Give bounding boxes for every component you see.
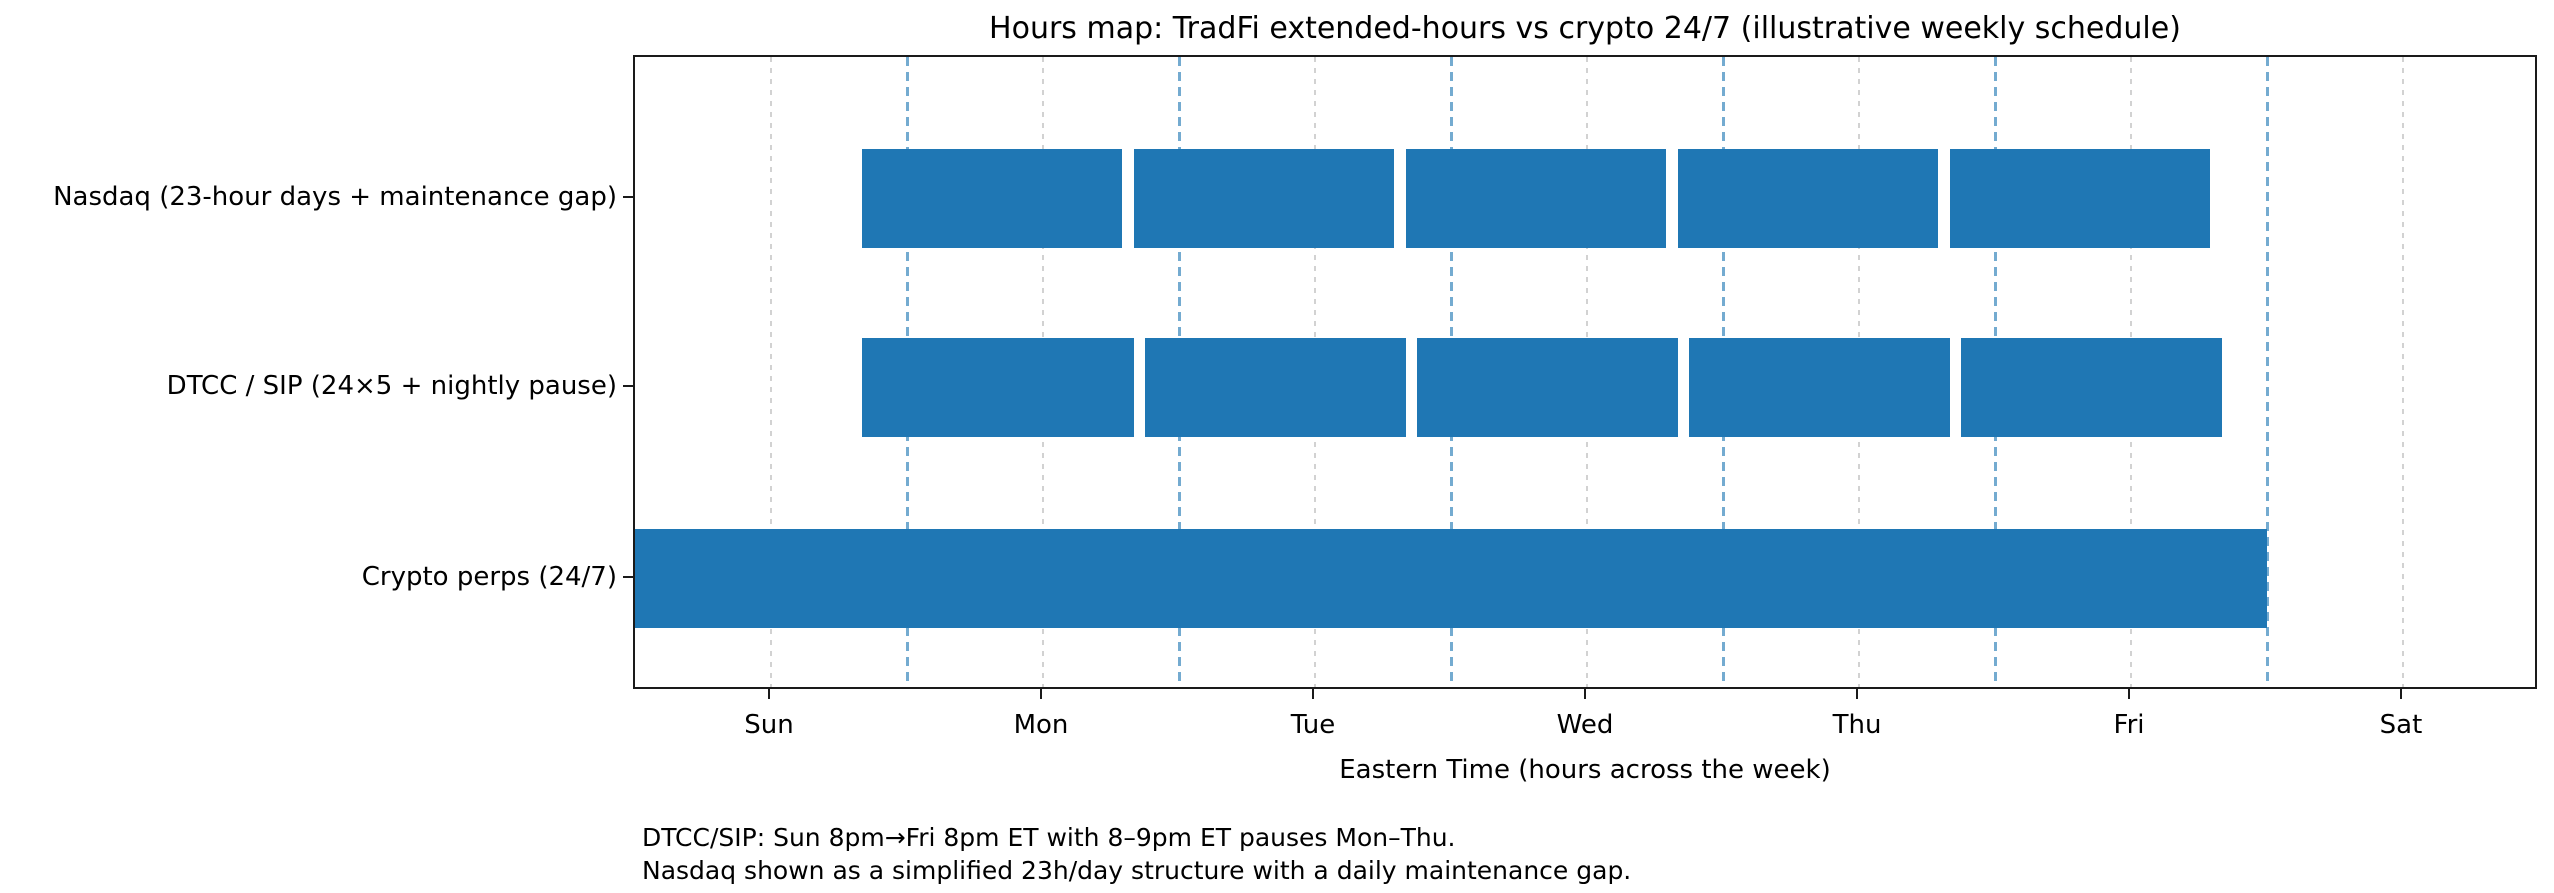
x-tick xyxy=(1856,689,1858,699)
chart-title: Hours map: TradFi extended-hours vs cryp… xyxy=(989,11,2181,46)
footnote-line: DTCC/SIP: Sun 8pm→Fri 8pm ET with 8–9pm … xyxy=(642,823,1456,852)
y-tick-label: Crypto perps (24/7) xyxy=(361,561,617,592)
plot-area xyxy=(633,55,2537,689)
bar-segment xyxy=(1949,149,2211,248)
x-tick xyxy=(1040,689,1042,699)
gridline-noon xyxy=(2402,57,2404,687)
bar-segment xyxy=(1417,338,1678,437)
x-tick-label: Wed xyxy=(1556,710,1614,740)
bar-segment xyxy=(861,338,1134,437)
y-tick-label: Nasdaq (23-hour days + maintenance gap) xyxy=(53,181,617,212)
x-tick xyxy=(1312,689,1314,699)
y-tick-label: DTCC / SIP (24×5 + nightly pause) xyxy=(166,370,617,401)
midnight-boundary-line xyxy=(2265,57,2269,687)
y-tick xyxy=(623,384,633,387)
gridline-noon xyxy=(770,57,772,687)
x-tick-label: Sat xyxy=(2379,710,2423,740)
footnote-line: Nasdaq shown as a simplified 23h/day str… xyxy=(642,856,1632,885)
x-tick-label: Fri xyxy=(2113,710,2145,740)
bar-segment xyxy=(1405,149,1667,248)
bar-segment xyxy=(1961,338,2222,437)
x-tick-label: Thu xyxy=(1832,710,1882,740)
x-tick xyxy=(1584,689,1586,699)
bar-segment xyxy=(1689,338,1950,437)
x-tick-label: Tue xyxy=(1290,710,1336,740)
x-tick xyxy=(2128,689,2130,699)
y-tick xyxy=(623,575,633,578)
y-tick xyxy=(623,195,633,198)
x-tick-label: Mon xyxy=(1013,710,1069,740)
bar-segment xyxy=(861,149,1123,248)
x-tick xyxy=(768,689,770,699)
x-tick xyxy=(2400,689,2402,699)
bar-segment xyxy=(1145,338,1406,437)
x-axis-label: Eastern Time (hours across the week) xyxy=(1339,755,1831,785)
bar-segment xyxy=(1133,149,1395,248)
x-tick-label: Sun xyxy=(744,710,794,740)
bar-segment xyxy=(635,529,2267,628)
bar-segment xyxy=(1677,149,1939,248)
footnote: DTCC/SIP: Sun 8pm→Fri 8pm ET with 8–9pm … xyxy=(642,821,1631,887)
